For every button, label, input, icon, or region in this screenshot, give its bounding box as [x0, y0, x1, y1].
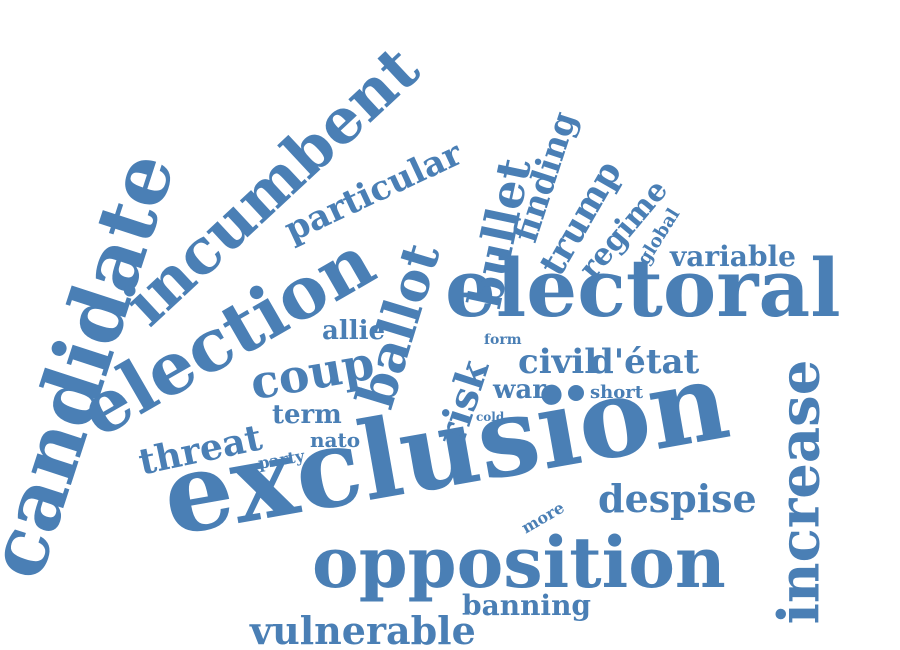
word-short: short: [590, 382, 644, 403]
word-despise: despise: [598, 476, 757, 521]
word-civil: civil: [518, 342, 598, 382]
word-allie: allie: [322, 316, 386, 346]
word-opposition: opposition: [312, 521, 726, 604]
word-increase: increase: [766, 359, 833, 625]
word-cold: cold: [476, 410, 505, 424]
word-detat: d'état: [590, 342, 700, 382]
word-variable: variable: [670, 240, 796, 273]
word-term: term: [272, 400, 342, 430]
word-nato: nato: [310, 428, 361, 452]
word-vulnerable: vulnerable: [250, 608, 476, 650]
word-electoral: electoral: [445, 241, 841, 335]
word-form: form: [484, 332, 522, 348]
word-banning: banning: [462, 589, 592, 622]
dot-mark: [568, 385, 584, 401]
word-war: war: [493, 375, 546, 405]
